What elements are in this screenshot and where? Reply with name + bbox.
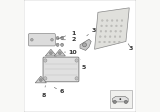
Circle shape [99, 41, 100, 43]
Ellipse shape [61, 43, 64, 46]
Circle shape [75, 59, 78, 62]
Circle shape [101, 25, 103, 27]
Circle shape [109, 36, 111, 38]
Text: 3: 3 [128, 44, 133, 51]
Circle shape [106, 20, 108, 21]
Text: 10: 10 [64, 50, 77, 55]
Circle shape [118, 41, 120, 43]
Circle shape [82, 43, 87, 47]
Circle shape [39, 79, 42, 82]
FancyBboxPatch shape [110, 90, 132, 108]
FancyBboxPatch shape [28, 34, 55, 46]
Circle shape [44, 77, 47, 80]
Circle shape [44, 59, 47, 62]
Circle shape [104, 36, 106, 38]
Circle shape [75, 77, 78, 80]
Circle shape [100, 30, 102, 32]
Circle shape [124, 100, 128, 104]
FancyBboxPatch shape [24, 0, 136, 112]
Ellipse shape [56, 43, 59, 46]
Polygon shape [112, 96, 128, 102]
Ellipse shape [61, 44, 63, 45]
Polygon shape [45, 49, 56, 56]
Text: 6: 6 [54, 87, 64, 94]
Ellipse shape [61, 37, 63, 39]
Circle shape [109, 41, 110, 43]
Circle shape [99, 36, 101, 38]
Circle shape [121, 20, 123, 21]
Circle shape [113, 41, 115, 43]
Polygon shape [80, 39, 91, 50]
Circle shape [111, 20, 113, 21]
Circle shape [49, 52, 52, 55]
Ellipse shape [56, 37, 59, 40]
Ellipse shape [57, 44, 58, 45]
Circle shape [116, 20, 118, 21]
Circle shape [104, 41, 105, 43]
Circle shape [119, 36, 121, 38]
Circle shape [31, 38, 33, 41]
Text: 1: 1 [58, 31, 76, 39]
Circle shape [116, 25, 117, 27]
Text: 5: 5 [81, 59, 86, 70]
Polygon shape [35, 76, 46, 83]
Polygon shape [54, 49, 65, 56]
Circle shape [120, 30, 122, 32]
FancyBboxPatch shape [43, 57, 79, 82]
Circle shape [101, 20, 103, 21]
Circle shape [106, 25, 108, 27]
Ellipse shape [61, 37, 64, 40]
Ellipse shape [57, 37, 58, 39]
Circle shape [113, 100, 116, 104]
Circle shape [120, 25, 122, 27]
Circle shape [119, 98, 121, 100]
Text: 2: 2 [63, 37, 76, 42]
Circle shape [111, 25, 112, 27]
Circle shape [58, 52, 61, 55]
Circle shape [114, 36, 116, 38]
Polygon shape [95, 8, 129, 49]
Circle shape [51, 38, 53, 41]
Circle shape [105, 30, 107, 32]
Text: 8: 8 [41, 86, 46, 98]
Circle shape [115, 30, 117, 32]
Circle shape [110, 30, 112, 32]
Text: 3: 3 [87, 28, 96, 36]
